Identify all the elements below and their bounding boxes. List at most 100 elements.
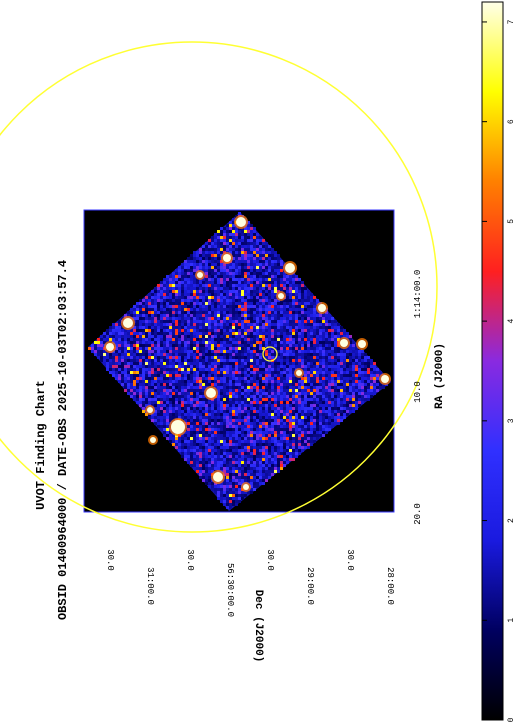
- image-pixel: [190, 302, 193, 305]
- image-pixel: [313, 383, 316, 386]
- image-pixel: [307, 302, 310, 305]
- image-pixel: [205, 263, 208, 266]
- image-pixel: [193, 392, 196, 395]
- image-pixel: [202, 476, 205, 479]
- image-pixel: [157, 377, 160, 380]
- image-pixel: [349, 392, 352, 395]
- image-pixel: [175, 380, 178, 383]
- image-pixel: [349, 371, 352, 374]
- image-pixel: [301, 332, 304, 335]
- image-pixel: [172, 323, 175, 326]
- image-pixel: [292, 302, 295, 305]
- image-pixel: [199, 350, 202, 353]
- image-pixel: [271, 416, 274, 419]
- image-pixel: [124, 359, 127, 362]
- image-pixel: [328, 383, 331, 386]
- image-pixel: [280, 317, 283, 320]
- image-pixel: [262, 266, 265, 269]
- image-pixel: [295, 425, 298, 428]
- image-pixel: [280, 269, 283, 272]
- image-pixel: [199, 449, 202, 452]
- image-pixel: [193, 464, 196, 467]
- image-pixel: [190, 260, 193, 263]
- image-pixel: [268, 263, 271, 266]
- image-pixel: [268, 443, 271, 446]
- image-pixel: [268, 275, 271, 278]
- image-pixel: [220, 377, 223, 380]
- image-pixel: [289, 335, 292, 338]
- image-pixel: [250, 398, 253, 401]
- image-pixel: [166, 317, 169, 320]
- image-pixel: [127, 344, 130, 347]
- image-pixel: [268, 455, 271, 458]
- image-pixel: [244, 290, 247, 293]
- image-pixel: [217, 368, 220, 371]
- image-pixel: [181, 401, 184, 404]
- image-pixel: [325, 365, 328, 368]
- image-pixel: [304, 368, 307, 371]
- image-pixel: [139, 371, 142, 374]
- image-pixel: [250, 461, 253, 464]
- image-pixel: [337, 332, 340, 335]
- image-pixel: [184, 419, 187, 422]
- image-pixel: [247, 359, 250, 362]
- image-pixel: [223, 302, 226, 305]
- image-pixel: [352, 386, 355, 389]
- image-pixel: [268, 413, 271, 416]
- image-pixel: [142, 380, 145, 383]
- image-pixel: [148, 386, 151, 389]
- image-pixel: [154, 368, 157, 371]
- image-pixel: [112, 329, 115, 332]
- image-pixel: [319, 365, 322, 368]
- image-pixel: [193, 407, 196, 410]
- image-pixel: [250, 362, 253, 365]
- image-pixel: [160, 377, 163, 380]
- image-pixel: [307, 386, 310, 389]
- image-pixel: [223, 461, 226, 464]
- image-pixel: [289, 299, 292, 302]
- image-pixel: [136, 395, 139, 398]
- image-pixel: [280, 386, 283, 389]
- image-pixel: [208, 473, 211, 476]
- image-pixel: [169, 416, 172, 419]
- image-pixel: [190, 254, 193, 257]
- image-pixel: [238, 308, 241, 311]
- image-pixel: [190, 284, 193, 287]
- image-pixel: [217, 404, 220, 407]
- image-pixel: [343, 395, 346, 398]
- image-pixel: [307, 329, 310, 332]
- image-pixel: [310, 293, 313, 296]
- image-pixel: [271, 380, 274, 383]
- image-pixel: [139, 302, 142, 305]
- image-pixel: [223, 236, 226, 239]
- image-pixel: [295, 344, 298, 347]
- image-pixel: [100, 344, 103, 347]
- image-pixel: [256, 383, 259, 386]
- image-pixel: [232, 404, 235, 407]
- image-pixel: [199, 461, 202, 464]
- image-pixel: [142, 314, 145, 317]
- image-pixel: [319, 401, 322, 404]
- image-pixel: [205, 461, 208, 464]
- image-pixel: [118, 344, 121, 347]
- image-pixel: [199, 329, 202, 332]
- image-pixel: [262, 248, 265, 251]
- image-pixel: [223, 467, 226, 470]
- image-pixel: [181, 356, 184, 359]
- image-pixel: [163, 317, 166, 320]
- image-pixel: [190, 389, 193, 392]
- image-pixel: [142, 401, 145, 404]
- image-pixel: [268, 260, 271, 263]
- image-pixel: [208, 338, 211, 341]
- image-pixel: [166, 344, 169, 347]
- image-pixel: [340, 416, 343, 419]
- image-pixel: [169, 317, 172, 320]
- image-pixel: [322, 380, 325, 383]
- image-pixel: [355, 356, 358, 359]
- image-pixel: [370, 359, 373, 362]
- image-pixel: [361, 362, 364, 365]
- image-pixel: [286, 434, 289, 437]
- image-pixel: [328, 392, 331, 395]
- image-pixel: [289, 293, 292, 296]
- image-pixel: [247, 329, 250, 332]
